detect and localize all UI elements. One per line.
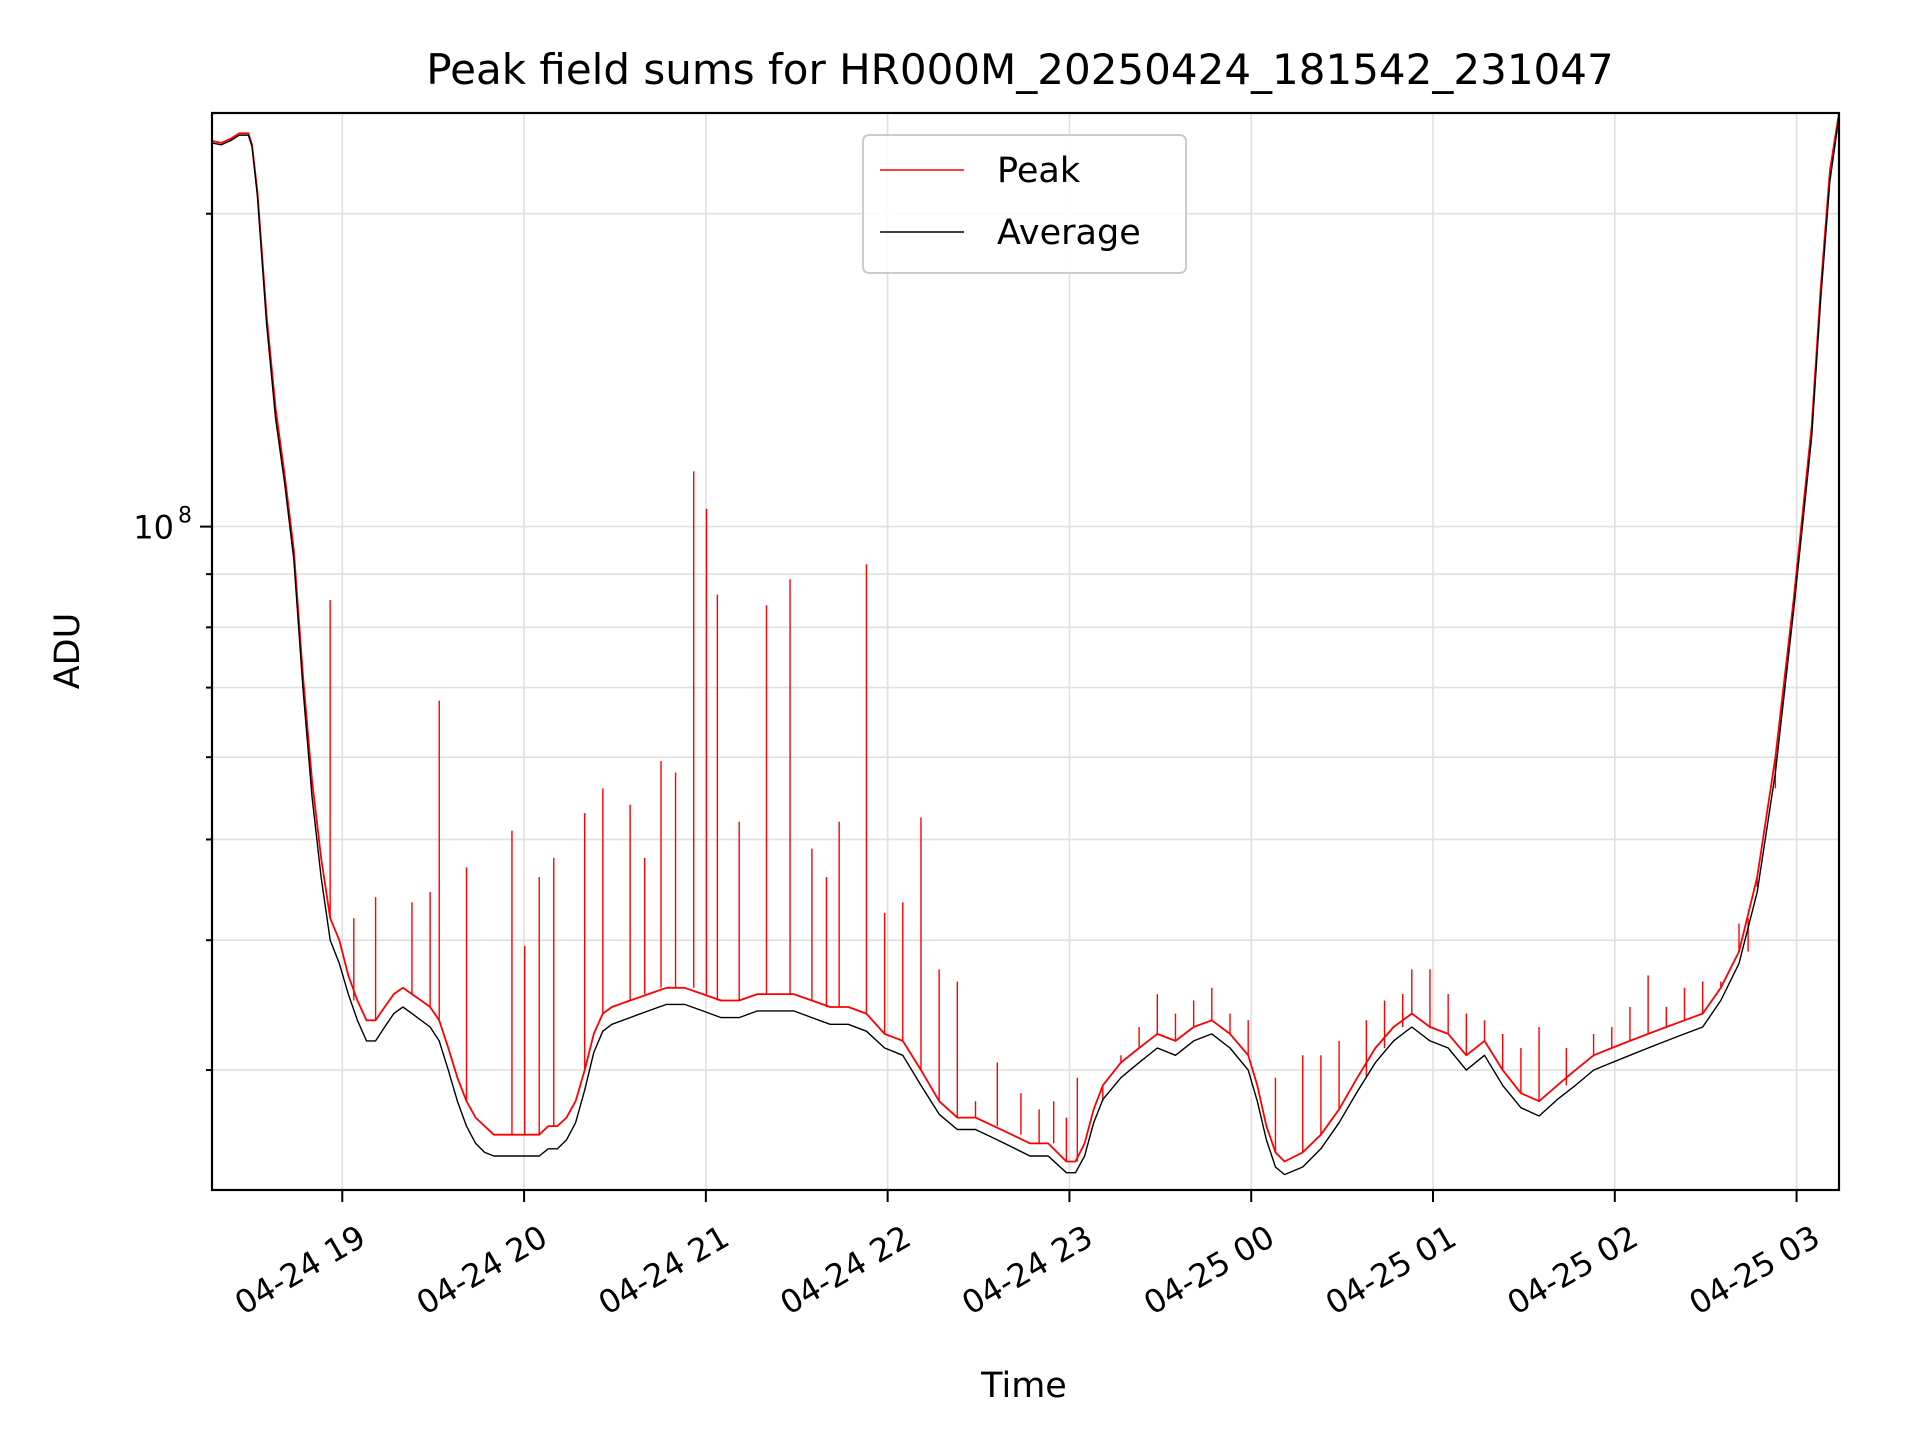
series-line-peak — [212, 113, 1839, 1163]
series-line-average — [212, 116, 1839, 1176]
legend-label-average: Average — [997, 213, 1141, 253]
y-axis-ticks: 10 8 — [133, 212, 212, 1072]
y-axis-label: ADU — [48, 613, 88, 690]
y-tick-label-exponent: 8 — [178, 504, 192, 529]
series-layer — [212, 113, 1839, 1176]
y-tick-label: 10 — [133, 509, 174, 547]
legend: Peak Average — [862, 134, 1187, 274]
x-axis-label: Time — [980, 1366, 1067, 1406]
legend-label-peak: Peak — [997, 151, 1081, 191]
chart-title: Peak field sums for HR000M_20250424_1815… — [426, 45, 1613, 94]
plot-area-frame — [210, 111, 1841, 1192]
series-group — [212, 113, 1839, 1176]
